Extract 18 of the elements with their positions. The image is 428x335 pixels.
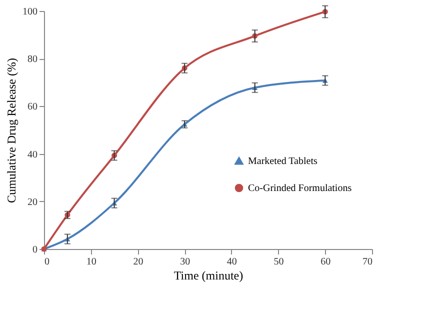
x-tick-label: 10 [86,256,96,268]
y-tick-label: 0 [32,244,38,256]
y-axis-title: Cumulative Drug Release (%) [4,58,18,203]
x-tick-label: 60 [320,256,331,268]
x-tick-label: 20 [133,256,144,268]
x-tick-label: 70 [362,256,372,268]
legend-label: Marketed Tablets [248,156,318,167]
y-tick-label: 60 [28,102,38,113]
y-tick-label: 100 [22,6,38,18]
x-axis-title: Time (minute) [174,268,244,282]
y-tick-label: 40 [28,149,38,160]
x-tick-label: 50 [274,256,284,268]
y-tick-label: 20 [28,196,38,208]
x-tick-label: 40 [226,256,237,268]
legend-label: Co-Grinded Formulations [248,183,352,194]
x-tick-label: 30 [180,256,190,268]
y-tick-label: 80 [28,54,38,66]
x-tick-label: 0 [44,256,50,268]
